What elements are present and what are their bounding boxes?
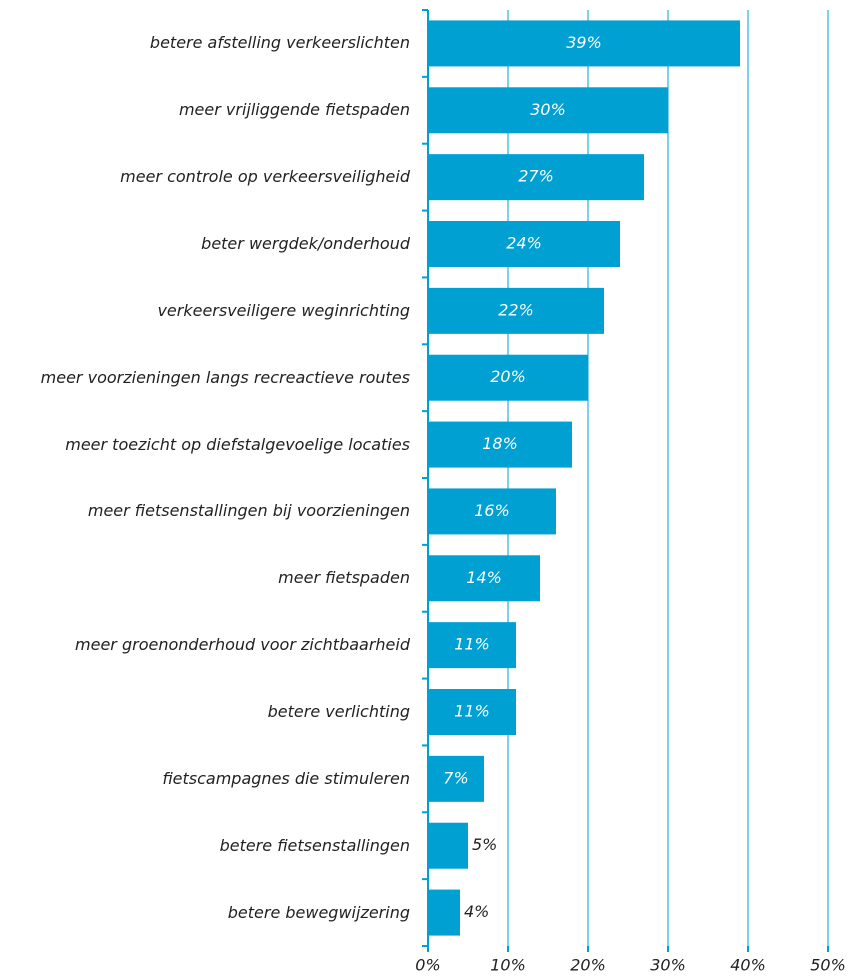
bar <box>428 689 516 735</box>
value-label: 24% <box>506 234 542 253</box>
category-label: betere fietsenstallingen <box>219 835 410 855</box>
value-label: 16% <box>474 501 510 520</box>
bar <box>428 287 604 334</box>
x-tick-label: 0% <box>415 956 440 975</box>
bar <box>428 20 740 67</box>
value-label: 18% <box>482 434 518 453</box>
bar <box>428 555 540 602</box>
x-tick-label: 40% <box>730 956 766 975</box>
x-tick-label: 50% <box>810 956 846 975</box>
category-label: betere verlichting <box>267 701 410 721</box>
category-label: meer fietsenstallingen bij voorzieningen <box>87 501 410 521</box>
category-label: verkeersveiligere weginrichting <box>157 300 410 320</box>
bar <box>428 622 516 669</box>
value-label: 39% <box>566 33 602 52</box>
value-label: 11% <box>454 635 490 654</box>
category-label: meer fietspaden <box>278 568 410 588</box>
category-label: meer vrijliggende fietspaden <box>178 100 410 120</box>
bar <box>428 822 468 869</box>
category-label: meer voorzieningen langs recreactieve ro… <box>40 367 410 387</box>
category-label: meer toezicht op diefstalgevoelige locat… <box>65 434 410 454</box>
x-tick-label: 20% <box>570 956 606 975</box>
x-tick-label: 30% <box>650 956 686 975</box>
value-label: 22% <box>498 300 534 319</box>
bar <box>428 488 556 535</box>
value-label: 14% <box>466 568 502 587</box>
bar <box>428 889 460 936</box>
value-label: 11% <box>454 702 490 721</box>
value-label: 30% <box>530 100 566 119</box>
category-label: meer groenonderhoud voor zichtbaarheid <box>75 635 410 655</box>
bar <box>428 755 484 802</box>
bar <box>428 354 588 401</box>
value-label: 20% <box>490 367 526 386</box>
category-label: betere bewegwijzering <box>227 902 410 922</box>
category-label: meer controle op verkeersveiligheid <box>120 167 410 187</box>
value-label: 27% <box>518 167 554 186</box>
bar <box>428 154 644 201</box>
category-label: betere afstelling verkeerslichten <box>149 33 410 53</box>
category-label: beter wergdek/onderhoud <box>201 233 410 253</box>
value-label: 4% <box>464 902 489 921</box>
category-label: fietscampagnes die stimuleren <box>162 768 410 788</box>
value-label: 7% <box>443 768 468 787</box>
bar <box>428 221 620 267</box>
x-tick-label: 10% <box>490 956 526 975</box>
bar <box>428 421 572 468</box>
bar <box>428 87 668 134</box>
value-label: 5% <box>472 835 497 854</box>
